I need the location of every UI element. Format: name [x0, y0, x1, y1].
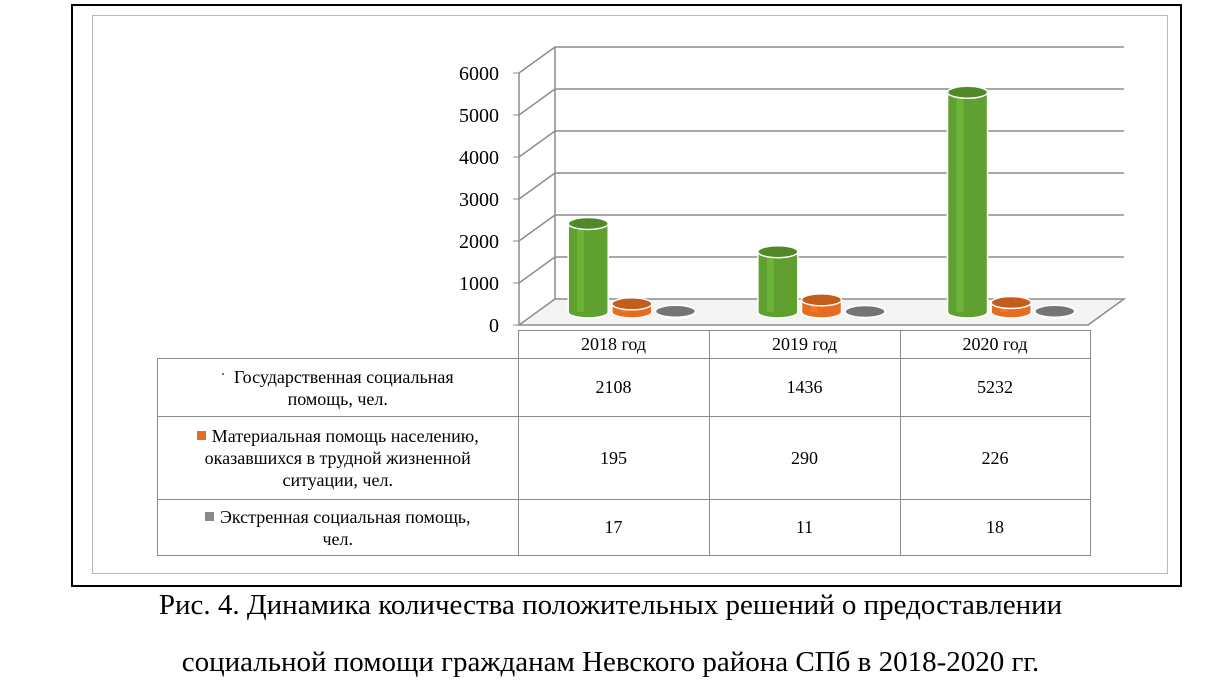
bar-2-2 [1034, 304, 1076, 319]
bar-top [844, 304, 886, 319]
series-label-line: Государственная социальная [233, 366, 454, 387]
bar-top [946, 85, 989, 100]
series-legend-cell: Экстренная социальная помощь, чел. [157, 499, 519, 556]
y-tick-label: 0 [489, 315, 499, 337]
series-label-line: оказавшихся в трудной жизненной [204, 448, 471, 468]
table-corner [157, 330, 519, 359]
bar-highlight [956, 92, 964, 312]
bar-1-2 [990, 295, 1032, 319]
bar-top [1034, 304, 1076, 318]
bar-0-1 [757, 244, 799, 319]
data-value: 18 [899, 499, 1091, 556]
bar-1-0 [611, 297, 653, 319]
series-key-material [196, 431, 206, 440]
gridline [518, 46, 1124, 74]
bar-0-0 [567, 216, 609, 319]
series-key-emergency [204, 511, 214, 521]
y-tick-label: 5000 [459, 105, 499, 127]
bar-body [757, 250, 799, 319]
bar-top [990, 295, 1032, 310]
series-label-line: помощь, чел. [287, 388, 388, 409]
gridline [518, 130, 1124, 158]
bar-highlight [577, 223, 585, 312]
data-value: 226 [899, 416, 1091, 500]
bar-highlight [766, 251, 774, 312]
bar-body [946, 91, 989, 319]
gridline [518, 172, 1124, 200]
bar-2-0 [654, 304, 697, 319]
category-label: 2020 год [899, 330, 1091, 359]
data-value: 1436 [708, 358, 901, 417]
series-label-line: Материальная помощь населению, [211, 426, 479, 446]
data-value: 290 [708, 416, 901, 500]
table-row: Государственная социальная помощь, чел. … [157, 358, 1091, 417]
y-tick-label: 4000 [459, 147, 499, 169]
data-value: 195 [517, 416, 710, 500]
y-axis-ticks: 0 1000 2000 3000 4000 5000 6000 [459, 63, 519, 337]
series-label-line: чел. [322, 528, 354, 549]
y-tick-label: 6000 [459, 63, 499, 85]
bar-top [800, 293, 843, 307]
bar-2-1 [844, 304, 886, 319]
data-value: 11 [708, 499, 901, 556]
gridline [518, 256, 1124, 284]
figure-caption-line-1: Рис. 4. Динамика количества положительны… [158, 589, 1063, 621]
chart-area-frame [92, 15, 1168, 574]
series-legend-cell: Государственная социальная помощь, чел. [157, 358, 519, 417]
bar-top [611, 297, 653, 311]
series-key-gov [221, 372, 224, 375]
series-legend-cell: Материальная помощь населению, оказавших… [157, 416, 519, 500]
bar-body [567, 222, 609, 319]
category-label: 2019 год [708, 330, 901, 359]
data-value: 2108 [517, 358, 710, 417]
category-label: 2018 год [517, 330, 710, 359]
data-value: 17 [517, 499, 710, 556]
bar-top [757, 244, 799, 259]
series-label-line: Экстренная социальная помощь, [219, 506, 471, 527]
gridline [518, 214, 1124, 242]
chart-bars [567, 85, 1076, 319]
y-tick-label: 1000 [459, 273, 499, 295]
bar-top [567, 216, 609, 231]
data-table: 2018 год 2019 год 2020 год Государственн… [157, 330, 1091, 556]
table-header-row: 2018 год 2019 год 2020 год [157, 330, 1091, 359]
series-label-line: ситуации, чел. [282, 470, 393, 490]
figure-outer-frame [71, 4, 1182, 587]
y-tick-label: 2000 [459, 231, 499, 253]
data-value: 5232 [899, 358, 1091, 417]
figure-caption-line-2: социальной помощи гражданам Невского рай… [181, 646, 1040, 678]
y-tick-label: 3000 [459, 189, 499, 211]
gridline [518, 88, 1124, 116]
table-row: Материальная помощь населению, оказавших… [157, 416, 1091, 500]
bar-0-2 [946, 85, 989, 319]
bar-1-1 [800, 293, 843, 319]
chart-gridlines [518, 46, 1124, 284]
bar-top [654, 304, 697, 319]
table-row: Экстренная социальная помощь, чел. 17 11… [157, 499, 1091, 556]
